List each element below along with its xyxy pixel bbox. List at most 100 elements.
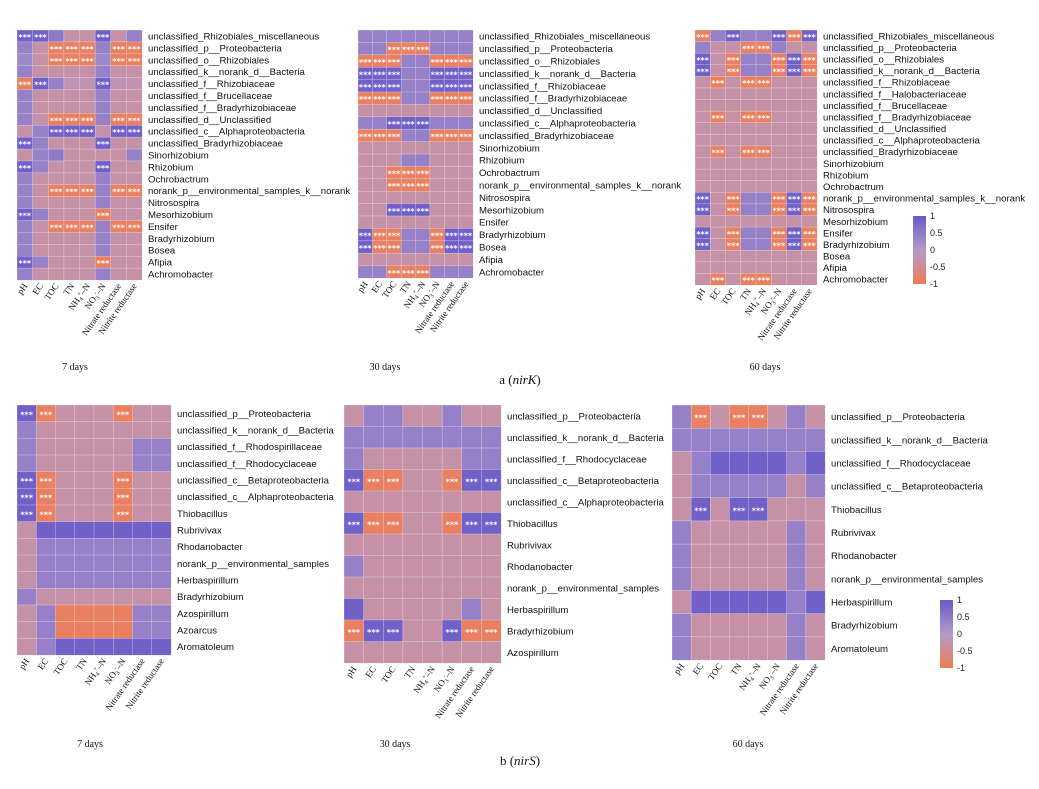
heatmap-cell — [786, 180, 803, 193]
heatmap-cell — [415, 252, 431, 267]
significance-stars: *** — [803, 207, 816, 216]
heatmap-cell — [786, 590, 807, 615]
heatmap-cell — [132, 421, 153, 439]
heatmap-cell — [63, 65, 80, 79]
heatmap-cell — [729, 567, 749, 591]
heatmap-cell — [126, 29, 143, 43]
heatmap-cell — [422, 641, 443, 664]
heatmap-cell — [415, 215, 431, 229]
heatmap-cell — [55, 588, 76, 606]
heatmap-cell — [386, 104, 402, 118]
significance-stars: *** — [402, 269, 415, 278]
significance-stars: *** — [727, 33, 740, 42]
heatmap-cell — [725, 122, 742, 135]
heatmap-cell — [36, 621, 56, 639]
significance-stars: *** — [388, 182, 401, 191]
heatmap-cell — [671, 636, 692, 661]
significance-stars: *** — [128, 116, 141, 125]
significance-stars: *** — [742, 114, 755, 123]
heatmap-cell — [710, 590, 730, 615]
heatmap-cell — [694, 180, 711, 193]
heatmap-cell — [55, 471, 76, 489]
heatmap-cell — [400, 91, 416, 105]
heatmap-cell — [786, 157, 803, 170]
significance-stars: *** — [431, 95, 444, 104]
heatmap-cell — [725, 261, 742, 274]
significance-stars: *** — [788, 230, 801, 239]
significance-stars: *** — [388, 120, 401, 129]
column-label: TN — [729, 661, 744, 677]
heatmap-cell — [740, 180, 757, 193]
caption-a: a (nirK) — [499, 372, 541, 387]
heatmap-cell — [79, 232, 96, 245]
heatmap-cell — [343, 598, 365, 621]
significance-stars: *** — [81, 188, 94, 197]
heatmap-cell — [132, 471, 153, 489]
heatmap-cell — [740, 168, 757, 182]
row-label: unclassified_p__Proteobacteria — [823, 43, 958, 54]
heatmap-cell — [740, 215, 757, 228]
heatmap-cell — [740, 99, 757, 112]
heatmap-cell — [402, 447, 423, 470]
significance-stars: *** — [742, 44, 755, 53]
significance-stars: *** — [431, 244, 444, 253]
significance-stars: *** — [445, 58, 458, 67]
heatmap-cell — [113, 421, 133, 439]
heatmap-cell — [767, 590, 788, 615]
heatmap-cell — [690, 613, 711, 638]
significance-stars: *** — [696, 68, 709, 77]
significance-stars: *** — [773, 195, 786, 204]
heatmap-cell — [63, 244, 80, 257]
heatmap-cell — [48, 267, 65, 281]
heatmap-cell — [94, 267, 112, 281]
heatmap-cell — [36, 588, 56, 606]
heatmap-cell — [748, 474, 769, 499]
significance-stars: *** — [19, 33, 32, 42]
row-label: Rubrivivax — [177, 526, 222, 537]
heatmap-cell — [94, 184, 112, 198]
heatmap-cell — [55, 421, 76, 439]
heatmap-cell — [461, 555, 482, 578]
heatmap-cell — [55, 621, 76, 639]
significance-stars: *** — [373, 132, 386, 141]
heatmap-cell — [415, 228, 431, 242]
significance-stars: *** — [128, 57, 141, 66]
heatmap-cell — [32, 136, 49, 150]
heatmap-cell — [74, 621, 95, 639]
heatmap-cell — [415, 128, 431, 143]
significance-stars: *** — [112, 223, 125, 232]
heatmap-cell — [48, 160, 65, 174]
significance-stars: *** — [373, 95, 386, 104]
heatmap-cell — [16, 41, 34, 55]
heatmap-cell — [74, 571, 95, 589]
row-label: Achromobacter — [148, 270, 214, 281]
significance-stars: *** — [388, 207, 401, 216]
heatmap-cell — [74, 638, 95, 656]
heatmap-cell — [805, 543, 826, 568]
heatmap-cell — [132, 454, 153, 473]
heatmap-cell — [429, 153, 445, 167]
significance-stars: *** — [788, 56, 801, 65]
heatmap-cell — [16, 113, 34, 126]
heatmap-cell — [151, 504, 172, 523]
heatmap-cell — [386, 141, 402, 155]
heatmap-cell — [132, 521, 153, 539]
heatmap-cell — [725, 110, 742, 124]
heatmap-cell — [110, 232, 127, 245]
heatmap-cell — [79, 29, 96, 43]
heatmap-cell — [755, 249, 772, 263]
heatmap-cell — [805, 613, 826, 638]
heatmap-cell — [113, 604, 133, 623]
heatmap-cell — [372, 166, 388, 180]
heatmap-cell — [415, 141, 431, 155]
heatmap-cell — [63, 160, 80, 174]
row-label: unclassified_c__Betaproteobacteria — [177, 476, 330, 487]
significance-stars: *** — [773, 68, 786, 77]
heatmap-cell — [694, 110, 711, 124]
heatmap-cell — [402, 469, 423, 492]
heatmap-cell — [363, 533, 384, 556]
heatmap-cell — [710, 41, 726, 54]
heatmap-cell — [113, 554, 133, 573]
heatmap-cell — [343, 533, 365, 556]
